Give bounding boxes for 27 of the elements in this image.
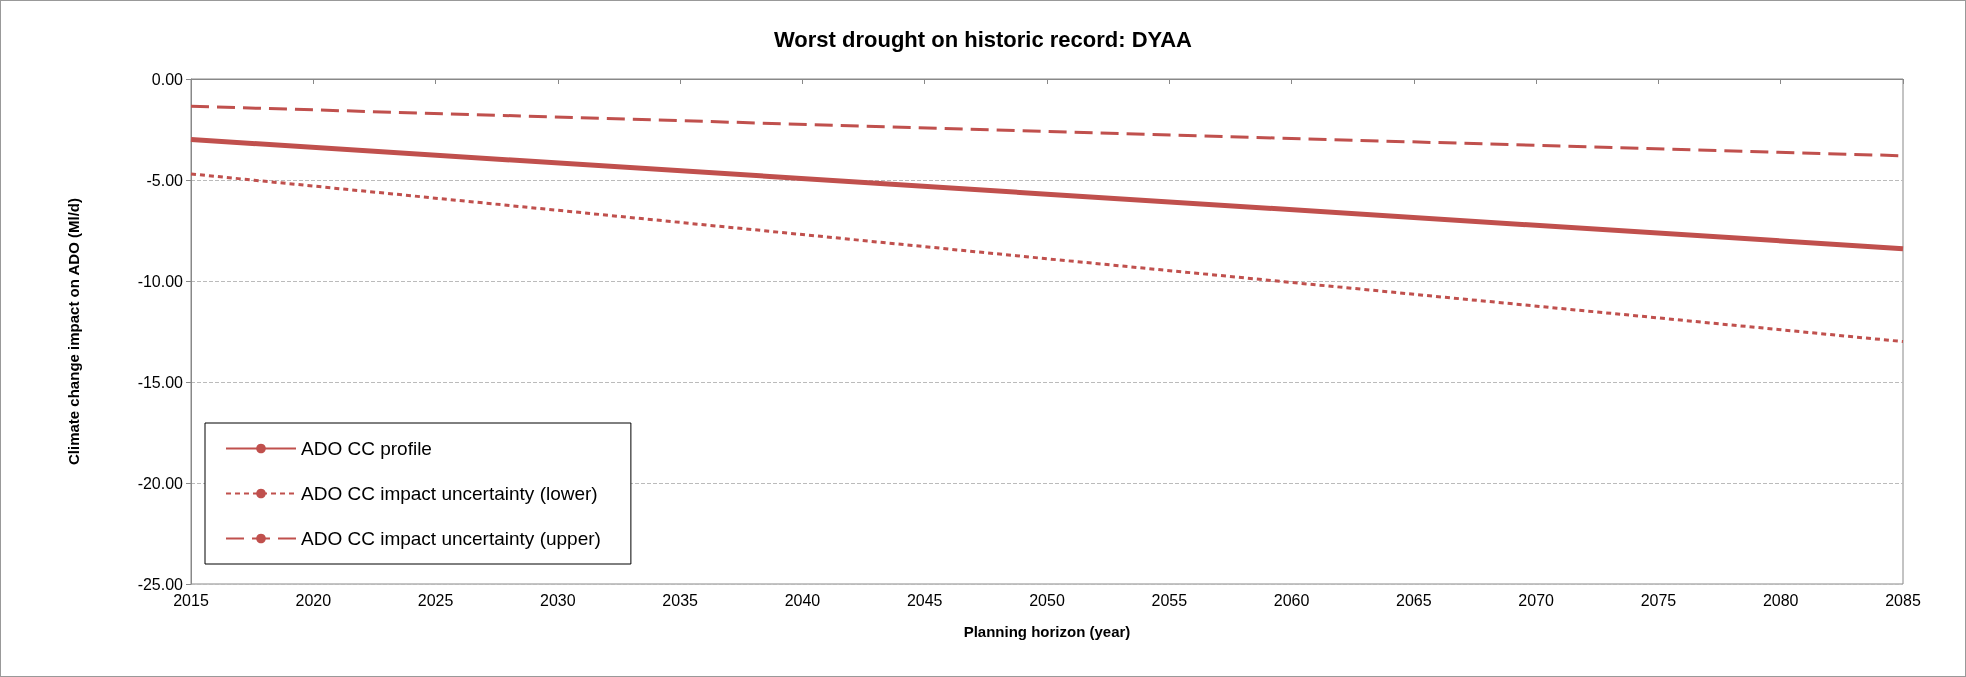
x-tick-label: 2050 [1029, 591, 1065, 609]
y-tick-label: -20.00 [137, 474, 184, 492]
legend-label: ADO CC impact uncertainty (upper) [301, 528, 601, 549]
x-tick-label: 2040 [784, 591, 821, 609]
legend-label: ADO CC impact uncertainty (lower) [301, 483, 598, 504]
x-tick-label: 2055 [1151, 591, 1188, 609]
x-tick-label: 2045 [906, 591, 943, 609]
x-axis-title: Planning horizon (year) [963, 623, 1131, 640]
x-tick-label: 2020 [295, 591, 332, 609]
y-tick-label: -5.00 [146, 171, 184, 189]
y-tick-label: -15.00 [137, 373, 184, 391]
chart-title: Worst drought on historic record: DYAA [773, 26, 1193, 52]
x-tick-label: 2065 [1396, 591, 1432, 609]
y-tick-label: 0.00 [151, 70, 184, 88]
x-tick-label: 2085 [1885, 591, 1921, 609]
legend-label: ADO CC profile [301, 438, 432, 459]
x-tick-label: 2060 [1273, 591, 1310, 609]
x-tick-label: 2025 [417, 591, 454, 609]
y-axis-title: Climate change impact on ADO (Ml/d) [65, 198, 82, 465]
x-tick-label: 2080 [1762, 591, 1799, 609]
x-tick-label: 2070 [1518, 591, 1555, 609]
y-tick-label: -10.00 [137, 272, 184, 290]
x-tick-label: 2075 [1640, 591, 1677, 609]
x-tick-label: 2035 [662, 591, 699, 609]
x-tick-label: 2030 [540, 591, 576, 609]
x-tick-label: 2015 [173, 591, 209, 609]
y-tick-label: -25.00 [137, 575, 184, 593]
